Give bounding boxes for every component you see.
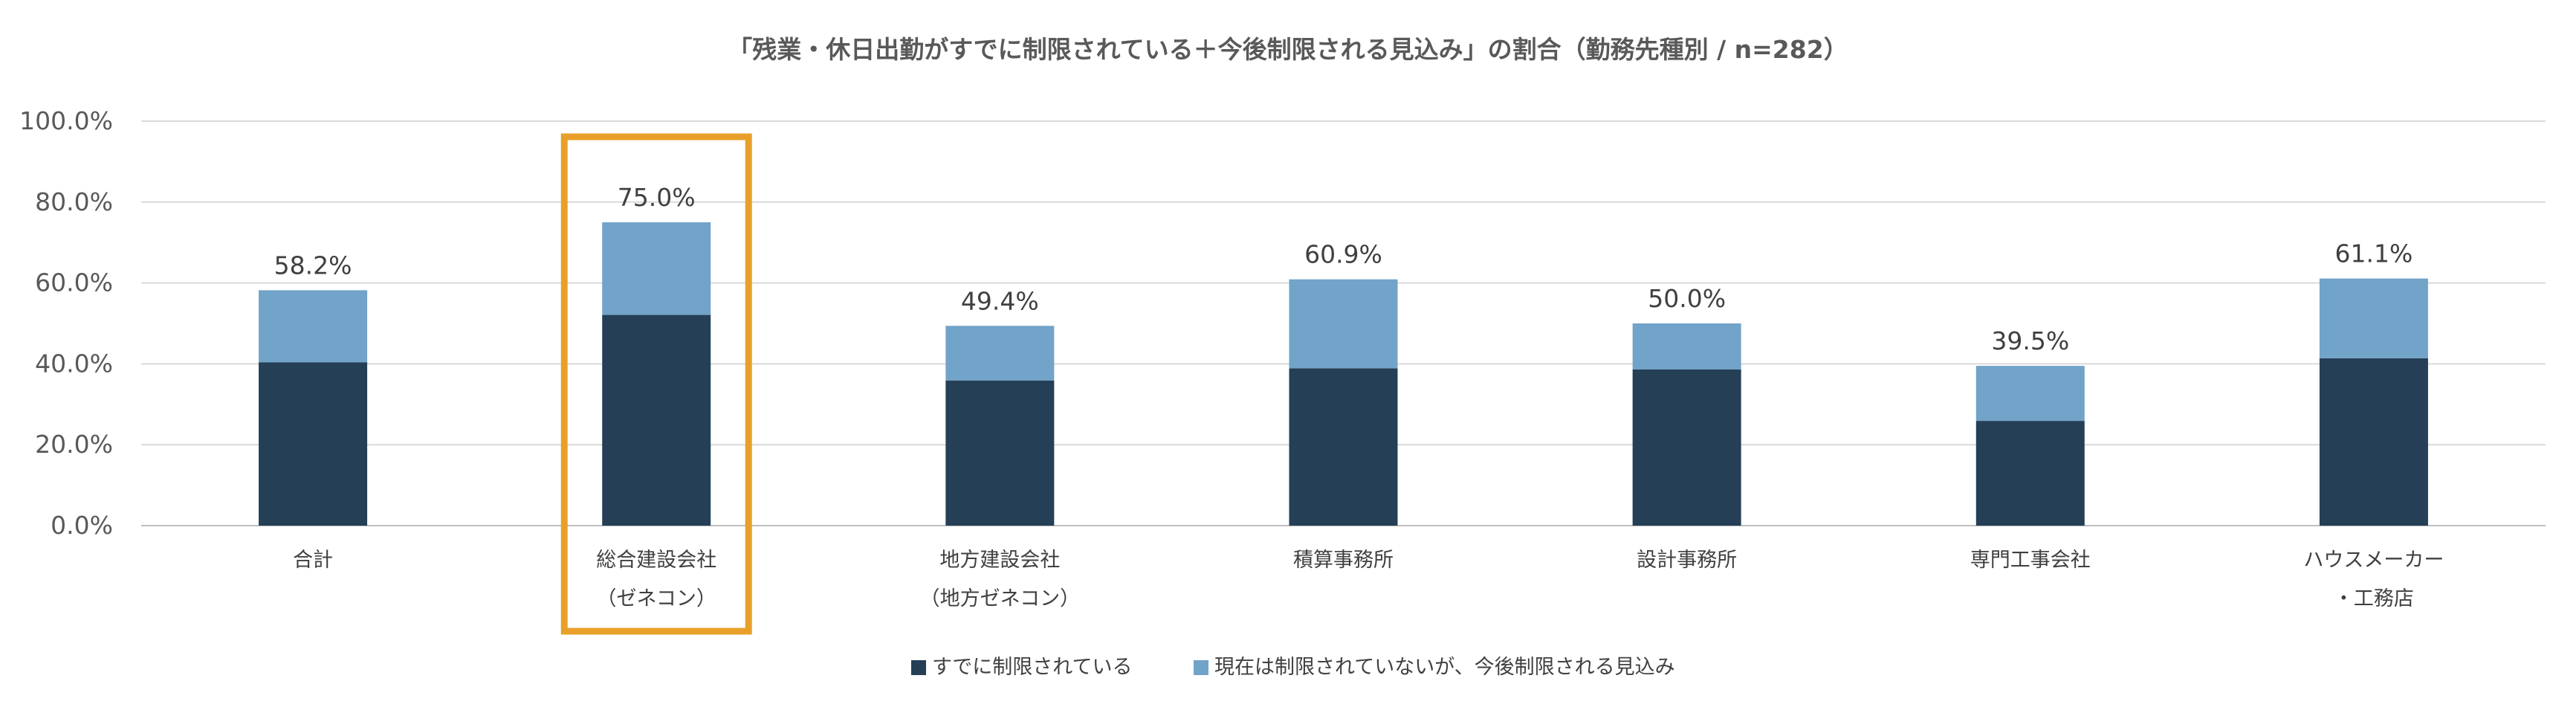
bar-segment-expected [1975, 366, 2085, 422]
total-data-label: 58.2% [274, 251, 352, 280]
bar-segment-restricted [945, 380, 1055, 526]
highlight-box [560, 133, 752, 635]
y-axis-ticks: 0.0% 20.0% 40.0% 60.0% 80.0% 100.0% [19, 106, 113, 540]
total-data-label: 75.0% [618, 183, 696, 212]
bar-segment-restricted [1289, 368, 1398, 526]
legend-label: すでに制限されている [932, 656, 1132, 679]
legend-swatch [911, 660, 926, 675]
category-label: 積算事務所 [1293, 549, 1394, 572]
total-data-label: 49.4% [961, 286, 1039, 315]
bar-segment-restricted [1632, 370, 1741, 526]
chart-title: 「残業・休日出勤がすでに制限されている＋今後制限される見込み」の割合（勤務先種別… [728, 35, 1848, 64]
category-label: 総合建設会社 [596, 549, 716, 572]
bar-segment-restricted [2319, 358, 2428, 526]
legend-label: 現在は制限されていないが、今後制限される見込み [1214, 656, 1675, 679]
y-tick-label: 40.0% [35, 349, 113, 378]
category-label: 地方建設会社 [939, 549, 1060, 572]
bar-segment-restricted [1975, 421, 2085, 526]
y-tick-label: 0.0% [51, 511, 113, 540]
category-label: 設計事務所 [1637, 549, 1737, 572]
total-data-label: 50.0% [1648, 284, 1726, 313]
category-label: ・工務店 [2334, 587, 2414, 610]
category-label: 合計 [293, 549, 333, 572]
total-data-label: 61.1% [2335, 239, 2413, 268]
category-label: （ゼネコン） [596, 587, 716, 610]
legend-swatch [1194, 660, 1208, 675]
total-data-label: 39.5% [1991, 326, 2069, 355]
bar-segment-expected [602, 222, 711, 315]
category-label: 専門工事会社 [1970, 549, 2091, 572]
bar-segment-expected [1632, 323, 1741, 370]
x-axis-categories: 合計 総合建設会社 （ゼネコン） 地方建設会社 （地方ゼネコン） 積算事務所 設計事務所 専門… [293, 549, 2444, 610]
bar-segment-restricted [602, 314, 711, 526]
bar-segment-expected [945, 326, 1055, 381]
y-tick-label: 20.0% [35, 430, 113, 459]
y-tick-label: 60.0% [35, 268, 113, 297]
bar-segment-expected [2319, 278, 2428, 358]
y-tick-label: 80.0% [35, 187, 113, 216]
y-tick-label: 100.0% [19, 106, 113, 135]
bar-segment-expected [1289, 279, 1398, 369]
category-label: ハウスメーカー [2303, 549, 2444, 572]
data-labels: 58.2% 75.0% 49.4% 60.9% 50.0% 39.5% 61.1% [274, 183, 2413, 355]
highlight-frame [560, 133, 752, 635]
bar-segment-expected [259, 290, 368, 363]
bars [259, 222, 2428, 526]
category-label: （地方ゼネコン） [920, 587, 1080, 610]
legend: すでに制限されている 現在は制限されていないが、今後制限される見込み [911, 656, 1675, 679]
bar-segment-restricted [259, 362, 368, 526]
total-data-label: 60.9% [1304, 240, 1382, 269]
